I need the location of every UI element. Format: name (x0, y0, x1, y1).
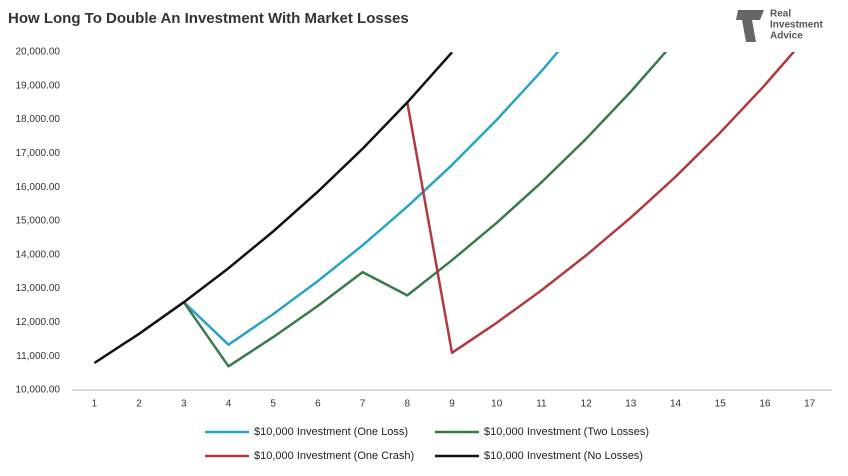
y-tick-label: 17,000.00 (16, 148, 61, 159)
legend-label: $10,000 Investment (One Crash) (254, 450, 414, 462)
x-tick-label: 4 (226, 399, 232, 410)
y-tick-label: 15,000.00 (16, 216, 61, 227)
y-tick-label: 20,000.00 (16, 47, 61, 58)
x-tick-label: 14 (670, 399, 682, 410)
line (406, 52, 796, 355)
y-tick-label: 12,000.00 (16, 317, 61, 328)
x-tick-label: 15 (715, 399, 727, 410)
x-tick-label: 17 (804, 399, 816, 410)
logo-text: Advice (770, 31, 803, 42)
logo-icon (736, 10, 764, 42)
y-tick-label: 10,000.00 (16, 385, 61, 396)
x-tick-label: 5 (270, 399, 276, 410)
legend-label: $10,000 Investment (One Loss) (254, 426, 408, 438)
x-tick-label: 1 (92, 399, 98, 410)
y-tick-label: 11,000.00 (16, 351, 60, 362)
y-tick-label: 14,000.00 (16, 249, 61, 260)
line (182, 52, 668, 368)
y-tick-label: 18,000.00 (16, 114, 61, 125)
logo: Real Investment Advice (736, 9, 823, 42)
x-tick-label: 6 (315, 399, 321, 410)
x-tick-label: 9 (449, 399, 455, 410)
chart-title: How Long To Double An Investment With Ma… (8, 10, 409, 27)
y-tick-label: 13,000.00 (16, 283, 61, 294)
legend-label: $10,000 Investment (No Losses) (484, 450, 643, 462)
x-tick-label: 13 (625, 399, 637, 410)
x-tick-label: 16 (759, 399, 771, 410)
x-tick-label: 10 (491, 399, 503, 410)
x-tick-label: 12 (581, 399, 593, 410)
y-tick-label: 19,000.00 (16, 80, 61, 91)
plot (93, 52, 796, 368)
line (182, 52, 560, 346)
x-tick-label: 3 (181, 399, 187, 410)
y-tick-label: 16,000.00 (16, 182, 61, 193)
legend-label: $10,000 Investment (Two Losses) (484, 426, 649, 438)
x-tick-label: 8 (405, 399, 411, 410)
logo-text: Real (770, 9, 791, 20)
logo-text: Investment (770, 20, 823, 31)
x-tick-label: 11 (536, 399, 547, 410)
line (93, 52, 453, 365)
x-tick-label: 2 (136, 399, 142, 410)
x-tick-label: 7 (360, 399, 366, 410)
